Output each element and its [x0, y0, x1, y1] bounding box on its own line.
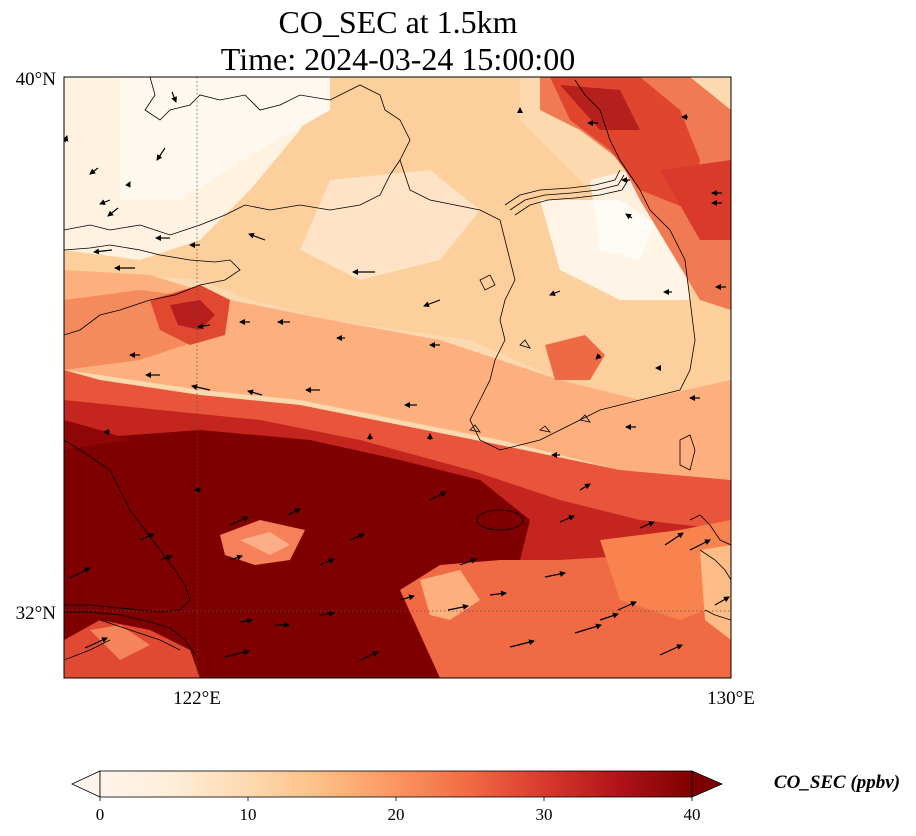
map-panel: [64, 77, 731, 678]
wind-arrow: [247, 389, 263, 396]
wind-arrow: [349, 533, 365, 541]
wind-arrow: [171, 91, 177, 103]
coastlines: [64, 77, 731, 661]
colorbar-tick-label: 10: [240, 805, 257, 824]
colorbar-tick-label: 20: [388, 805, 405, 824]
lat-tick-label-40: 40°N: [16, 69, 57, 90]
wind-arrow: [574, 623, 602, 634]
wind-arrow: [69, 567, 91, 579]
wind-arrow: [224, 649, 250, 658]
wind-arrow: [399, 594, 415, 601]
colorbar-extend-min: [71, 770, 101, 798]
wind-arrow: [359, 651, 379, 661]
wind-arrow: [159, 554, 173, 561]
lon-tick-label-130: 130°E: [707, 688, 755, 709]
wind-arrow: [89, 167, 99, 175]
wind-arrow: [595, 353, 602, 360]
wind-arrow: [229, 516, 249, 526]
wind-arrow: [599, 612, 619, 621]
wind-arrow: [689, 539, 711, 551]
wind-arrow: [64, 135, 69, 143]
wind-arrow: [197, 323, 211, 330]
wind-arrow: [617, 601, 637, 611]
wind-arrow: [107, 207, 119, 217]
wind-arrow: [659, 644, 683, 656]
wind-vectors: [64, 91, 730, 661]
wind-arrow: [287, 508, 301, 516]
gridlines: [64, 77, 731, 678]
wind-arrow: [125, 181, 131, 188]
wind-arrow: [99, 199, 111, 205]
wind-arrow: [459, 557, 477, 566]
wind-arrow: [664, 532, 684, 546]
wind-arrow: [489, 590, 507, 597]
wind-arrow: [93, 248, 113, 255]
wind-arrow: [423, 299, 441, 308]
wind-arrow: [559, 515, 575, 523]
colorbar-gradient: [99, 770, 693, 798]
wind-arrow: [139, 533, 155, 541]
wind-arrow: [84, 637, 108, 649]
wind-arrow: [191, 384, 211, 391]
wind-arrow: [447, 604, 469, 611]
wind-arrow: [714, 596, 730, 606]
wind-arrow: [544, 571, 566, 578]
colorbar-tick-label: 0: [96, 805, 105, 824]
wind-arrow: [248, 232, 266, 241]
wind-arrow: [579, 483, 591, 491]
colorbar-ticks: 0 10 20 30 40: [96, 797, 701, 824]
wind-arrow: [229, 554, 243, 561]
colorbar-tick-label: 40: [684, 805, 701, 824]
lon-tick-label-122: 122°E: [173, 688, 221, 709]
colorbar-label: CO_SEC (ppbv): [774, 772, 900, 793]
map-frame: [63, 76, 732, 679]
wind-arrow: [639, 521, 655, 529]
lat-tick-label-32: 32°N: [16, 603, 57, 624]
colorbar-extend-max: [691, 770, 724, 798]
colorbar: 0 10 20 30 40 CO_SEC (ppbv): [71, 770, 900, 824]
wind-arrow: [319, 610, 335, 617]
wind-arrow: [509, 639, 535, 648]
concentration-field: [64, 77, 731, 678]
wind-arrow: [429, 491, 447, 501]
wind-arrow: [625, 213, 633, 220]
map-title-line1: CO_SEC at 1.5km: [278, 4, 517, 40]
wind-arrow: [319, 558, 335, 566]
map-title-line2: Time: 2024-03-24 15:00:00: [221, 41, 575, 77]
wind-arrow: [549, 290, 561, 296]
wind-arrow: [156, 147, 166, 161]
colorbar-tick-label: 30: [536, 805, 553, 824]
wind-arrow: [239, 617, 253, 624]
